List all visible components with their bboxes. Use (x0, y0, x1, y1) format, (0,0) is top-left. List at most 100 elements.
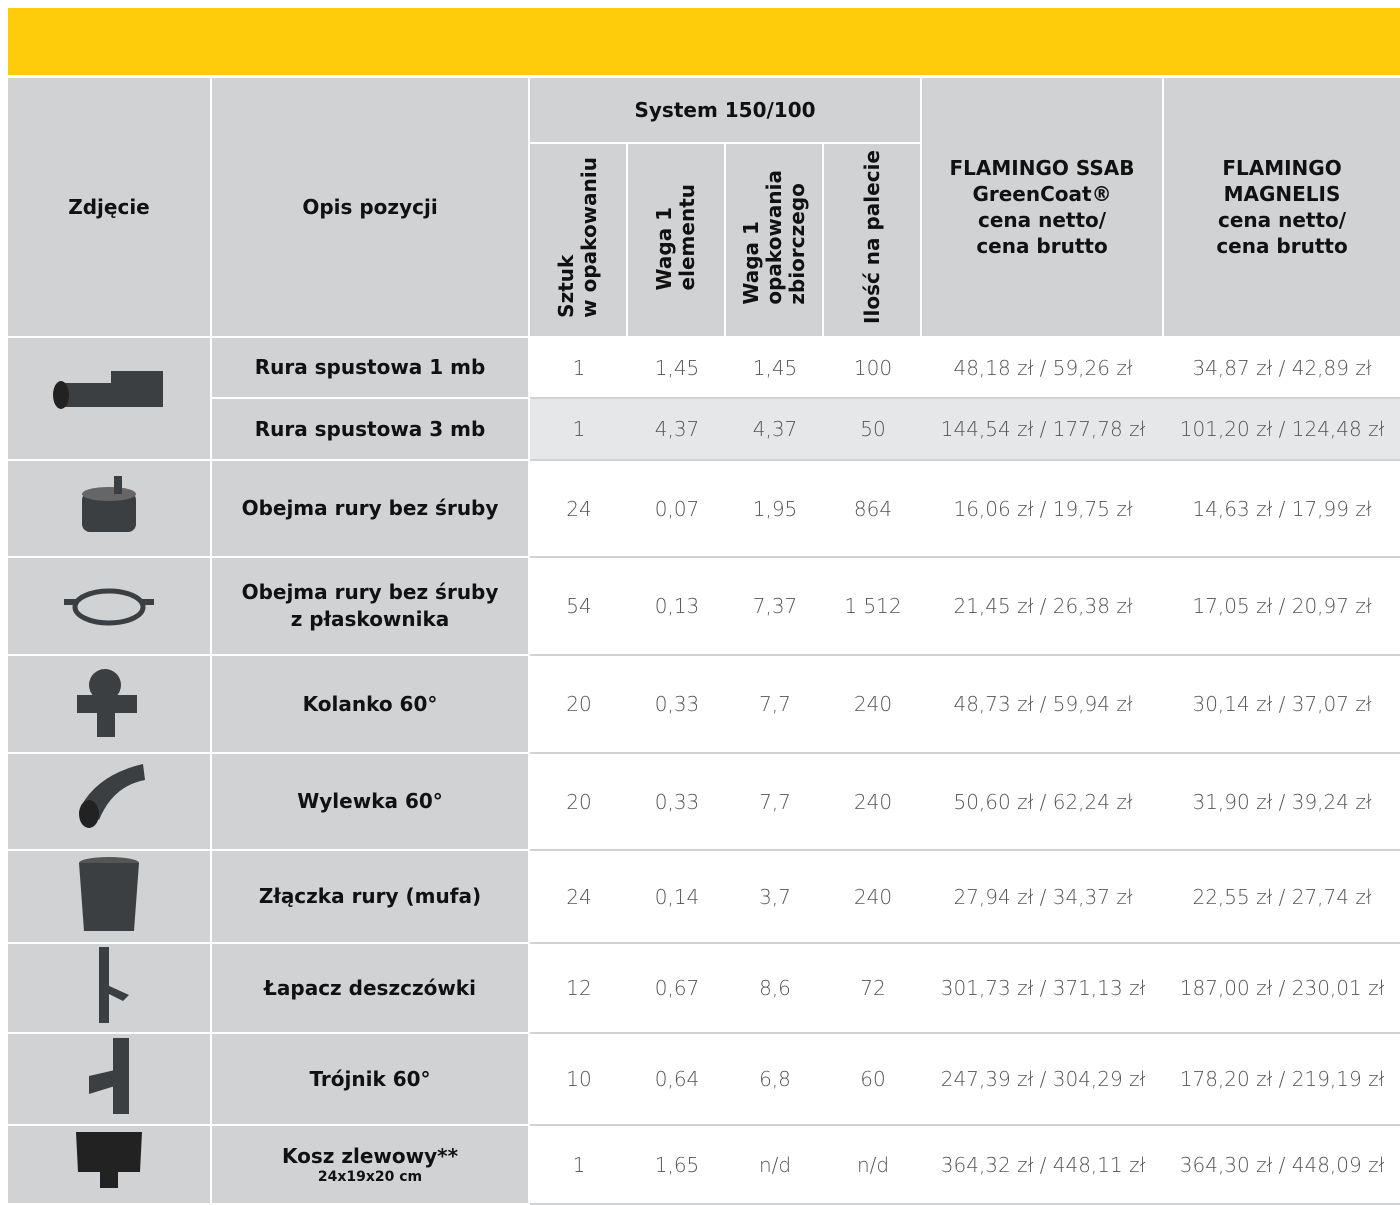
value-cell: 7,7 (726, 656, 824, 754)
value-cell: 0,13 (628, 558, 726, 656)
magnelis-header: FLAMINGO MAGNELIS cena netto/ cena brutt… (1164, 78, 1400, 338)
description: Obejma rury bez śruby z płaskownika (242, 580, 499, 631)
description: Kosz zlewowy** (282, 1144, 458, 1168)
value-cell: 1 512 (824, 558, 922, 656)
value-cell: 301,73 zł / 371,13 zł (922, 944, 1164, 1034)
photo-cell (8, 851, 212, 944)
column-header: Waga 1 elementu (628, 144, 726, 338)
value-cell: 0,67 (628, 944, 726, 1034)
product-photo (74, 1126, 144, 1196)
column-header: Ilość na palecie (824, 144, 922, 338)
value-cell: n/d (824, 1126, 922, 1205)
description-cell: Trójnik 60° (212, 1034, 530, 1126)
value-cell: 178,20 zł / 219,19 zł (1164, 1034, 1400, 1126)
description-cell: Wylewka 60° (212, 754, 530, 851)
ssab-header: FLAMINGO SSAB GreenCoat® cena netto/ cen… (922, 78, 1164, 338)
photo-header: Zdjęcie (8, 78, 212, 338)
value-cell: 50,60 zł / 62,24 zł (922, 754, 1164, 851)
value-cell: 7,37 (726, 558, 824, 656)
description-cell: Rura spustowa 3 mb (212, 399, 530, 461)
value-cell: 0,14 (628, 851, 726, 944)
photo-cell (8, 1126, 212, 1205)
value-cell: 14,63 zł / 17,99 zł (1164, 461, 1400, 558)
value-cell: 1,45 (726, 338, 824, 399)
value-cell: 864 (824, 461, 922, 558)
value-cell: 364,30 zł / 448,09 zł (1164, 1126, 1400, 1205)
photo-cell (8, 338, 212, 461)
description-header: Opis pozycji (212, 78, 530, 338)
system-header: System 150/100 (530, 78, 922, 144)
description: Trójnik 60° (309, 1067, 430, 1091)
description: Kolanko 60° (303, 692, 438, 716)
value-cell: 16,06 zł / 19,75 zł (922, 461, 1164, 558)
value-cell: 0,07 (628, 461, 726, 558)
value-cell: 24 (530, 461, 628, 558)
price-table: Zdjęcie Opis pozycji System 150/100 FLAM… (8, 78, 1400, 1205)
value-cell: 101,20 zł / 124,48 zł (1164, 399, 1400, 461)
product-photo (74, 853, 144, 933)
description: Złączka rury (mufa) (259, 884, 481, 908)
product-photo (69, 758, 149, 838)
value-cell: 7,7 (726, 754, 824, 851)
value-cell: 17,05 zł / 20,97 zł (1164, 558, 1400, 656)
value-cell: 31,90 zł / 39,24 zł (1164, 754, 1400, 851)
value-cell: 240 (824, 851, 922, 944)
description-cell: Kosz zlewowy** 24x19x20 cm (212, 1126, 530, 1205)
value-cell: 247,39 zł / 304,29 zł (922, 1034, 1164, 1126)
value-cell: 0,33 (628, 656, 726, 754)
value-cell: 30,14 zł / 37,07 zł (1164, 656, 1400, 754)
column-header-text: Ilość na palecie (861, 150, 884, 324)
description-cell: Rura spustowa 1 mb (212, 338, 530, 399)
value-cell: 1,95 (726, 461, 824, 558)
value-cell: 0,64 (628, 1034, 726, 1126)
value-cell: 144,54 zł / 177,78 zł (922, 399, 1164, 461)
product-photo (49, 365, 169, 425)
product-photo (74, 470, 144, 540)
value-cell: 20 (530, 754, 628, 851)
value-cell: 4,37 (726, 399, 824, 461)
photo-cell (8, 754, 212, 851)
value-cell: 27,94 zł / 34,37 zł (922, 851, 1164, 944)
value-cell: 187,00 zł / 230,01 zł (1164, 944, 1400, 1034)
description-cell: Obejma rury bez śruby z płaskownika (212, 558, 530, 656)
value-cell: n/d (726, 1126, 824, 1205)
value-cell: 22,55 zł / 27,74 zł (1164, 851, 1400, 944)
value-cell: 240 (824, 656, 922, 754)
value-cell: 8,6 (726, 944, 824, 1034)
value-cell: 364,32 zł / 448,11 zł (922, 1126, 1164, 1205)
description-note: 24x19x20 cm (212, 1170, 528, 1185)
value-cell: 72 (824, 944, 922, 1034)
value-cell: 54 (530, 558, 628, 656)
product-photo (79, 1036, 139, 1116)
value-cell: 1,65 (628, 1126, 726, 1205)
description: Obejma rury bez śruby (242, 496, 499, 520)
value-cell: 4,37 (628, 399, 726, 461)
photo-cell (8, 1034, 212, 1126)
header-band (8, 8, 1400, 75)
column-header-text: Sztuk w opakowaniu (555, 157, 601, 318)
value-cell: 100 (824, 338, 922, 399)
value-cell: 0,33 (628, 754, 726, 851)
description: Rura spustowa 1 mb (255, 355, 486, 379)
column-header: Waga 1 opakowania zbiorczego (726, 144, 824, 338)
photo-cell (8, 558, 212, 656)
value-cell: 240 (824, 754, 922, 851)
value-cell: 1,45 (628, 338, 726, 399)
value-cell: 60 (824, 1034, 922, 1126)
value-cell: 10 (530, 1034, 628, 1126)
description-cell: Obejma rury bez śruby (212, 461, 530, 558)
value-cell: 48,18 zł / 59,26 zł (922, 338, 1164, 399)
column-header: Sztuk w opakowaniu (530, 144, 628, 338)
value-cell: 48,73 zł / 59,94 zł (922, 656, 1164, 754)
description: Wylewka 60° (297, 789, 443, 813)
